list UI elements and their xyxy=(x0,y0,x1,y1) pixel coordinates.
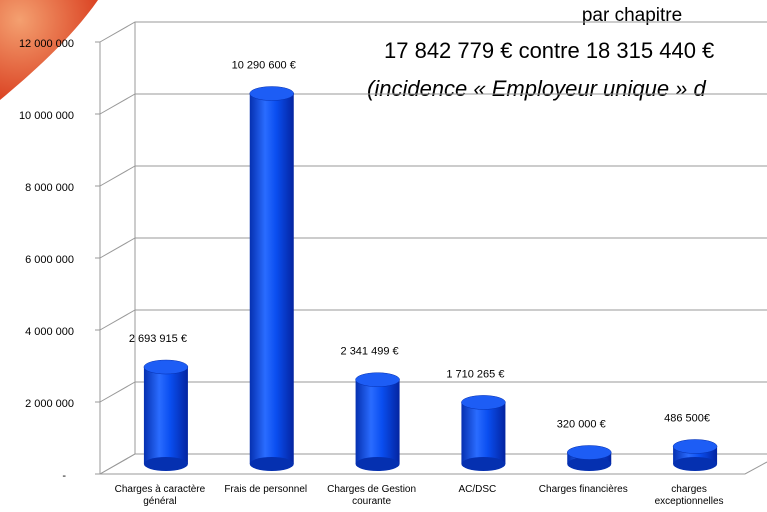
bar xyxy=(672,439,718,471)
y-tick-label: 10 000 000 xyxy=(19,110,74,122)
x-tick-label: Frais de personnel xyxy=(224,484,308,495)
grid-line xyxy=(99,165,767,187)
bar-top xyxy=(249,86,294,101)
bar-body xyxy=(249,93,294,465)
floor xyxy=(99,453,767,475)
value-label: 2 341 499 € xyxy=(341,346,399,358)
title: par chapitre 17 842 779 € contre 18 315 4… xyxy=(367,5,714,101)
value-label: 320 000 € xyxy=(557,418,606,430)
bar xyxy=(143,359,189,471)
title-line: (incidence « Employeur unique » d xyxy=(367,76,707,101)
bar-body xyxy=(461,402,506,464)
title-line: par chapitre xyxy=(582,5,682,26)
grid-line xyxy=(99,309,767,331)
y-tick-label: 6 000 000 xyxy=(25,254,74,266)
bar-top xyxy=(567,445,612,460)
bar-top xyxy=(461,395,506,410)
value-label: 10 290 600 € xyxy=(232,59,296,71)
x-tick-label: AC/DSC xyxy=(458,484,497,495)
grid-line xyxy=(99,21,767,43)
bar-bottom xyxy=(355,457,400,471)
y-tick-label: 2 000 000 xyxy=(25,398,74,410)
bar-bottom xyxy=(143,457,188,471)
x-tick-label: charges exceptionnelles xyxy=(654,484,724,507)
y-tick-label: 8 000 000 xyxy=(25,182,74,194)
bar-bottom xyxy=(673,457,718,471)
value-label: 1 710 265 € xyxy=(446,368,504,380)
bar xyxy=(567,445,612,471)
bar-body xyxy=(355,379,400,464)
decoration xyxy=(0,0,98,100)
bar xyxy=(461,395,506,471)
bar-top xyxy=(355,372,400,387)
bar-body xyxy=(143,367,188,464)
y-tick-label: 12 000 000 xyxy=(19,38,74,50)
y-tick-label: - xyxy=(62,470,66,482)
bar xyxy=(249,86,294,471)
y-tick-label: 4 000 000 xyxy=(25,326,74,338)
bar xyxy=(355,372,400,471)
x-tick-label: Charges de Gestion courante xyxy=(327,484,417,507)
grid-line xyxy=(99,453,767,475)
value-label: 486 500€ xyxy=(664,412,710,424)
grid-line xyxy=(99,381,767,403)
grid-line xyxy=(99,237,767,259)
value-label: 2 693 915 € xyxy=(129,333,187,345)
bar-bottom xyxy=(461,457,506,471)
x-tick-label: Charges à caractère général xyxy=(114,484,206,507)
bar-top xyxy=(672,439,718,454)
x-tick-label: Charges financières xyxy=(538,484,628,495)
grid-line xyxy=(99,93,767,115)
title-line: 17 842 779 € contre 18 315 440 € xyxy=(384,38,714,63)
bar-top xyxy=(143,359,189,375)
bar-bottom xyxy=(249,457,294,471)
bar-bottom xyxy=(567,457,612,471)
